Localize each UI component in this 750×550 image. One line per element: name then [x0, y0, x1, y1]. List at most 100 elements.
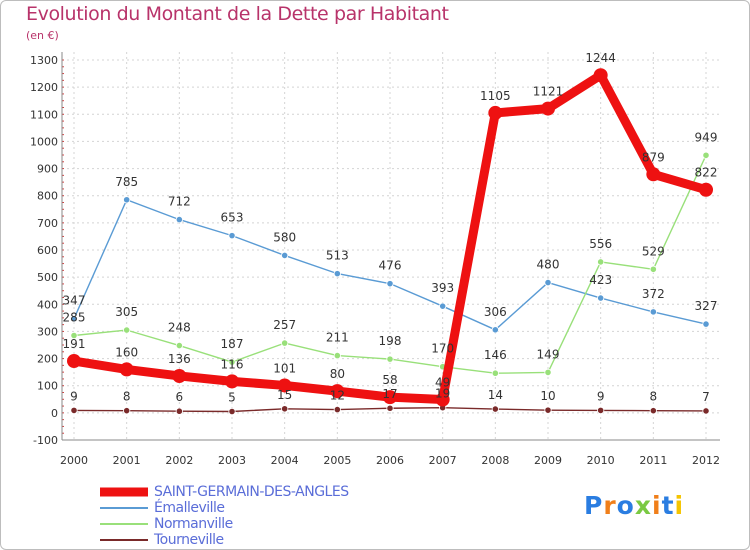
x-tick-label: 2009	[534, 454, 562, 467]
data-point	[175, 407, 183, 415]
chart-subtitle: (en €)	[26, 29, 59, 42]
legend-label: Émalleville	[154, 500, 225, 516]
data-label: 12	[330, 389, 345, 403]
data-point	[544, 278, 552, 287]
data-point	[123, 326, 131, 334]
data-point	[649, 265, 657, 273]
data-label: 15	[277, 388, 292, 402]
y-tick-label: 500	[37, 271, 58, 284]
data-label: 9	[70, 389, 78, 403]
data-label: 1244	[585, 51, 616, 65]
data-label: 19	[435, 387, 450, 401]
x-tick-label: 2000	[60, 454, 88, 467]
data-label: 529	[642, 244, 665, 258]
legend-label: Tourneville	[154, 532, 224, 548]
data-label: 305	[115, 305, 138, 319]
legend-swatch-emalleville	[100, 507, 148, 509]
data-label: 822	[695, 166, 718, 180]
data-label: 198	[379, 334, 402, 348]
y-tick-label: -100	[33, 434, 58, 447]
data-label: 58	[382, 373, 397, 387]
logo-letter: i	[652, 491, 662, 520]
data-point	[333, 405, 341, 414]
data-point	[646, 167, 661, 182]
logo-letter: r	[603, 491, 617, 520]
y-tick-label: 1100	[30, 108, 58, 121]
data-label: 257	[273, 318, 296, 332]
data-point	[228, 358, 236, 366]
data-label: 5	[228, 391, 236, 405]
data-point	[70, 331, 78, 340]
y-tick-label: 800	[37, 190, 58, 203]
x-tick-label: 2005	[323, 454, 351, 467]
data-label: 423	[589, 273, 612, 287]
data-point	[597, 406, 605, 415]
data-label: 248	[168, 321, 191, 335]
data-point	[281, 405, 289, 413]
data-label: 6	[176, 390, 184, 404]
data-label: 480	[537, 258, 560, 272]
data-point	[491, 369, 499, 377]
data-label: 146	[484, 348, 507, 362]
x-tick-label: 2008	[481, 454, 509, 467]
legend-item-normanville: Normanville	[98, 516, 349, 532]
data-point	[702, 320, 710, 328]
x-tick-label: 2007	[429, 454, 457, 467]
chart-title: Evolution du Montant de la Dette par Hab…	[26, 3, 449, 25]
data-label: 712	[168, 195, 191, 209]
data-label: 306	[484, 305, 507, 319]
data-point	[70, 406, 78, 415]
data-point	[67, 354, 81, 369]
legend-swatch-saint-germain	[100, 487, 148, 497]
data-label: 10	[540, 389, 555, 403]
data-label: 49	[435, 376, 450, 390]
data-point	[597, 294, 605, 302]
y-tick-label: 0	[51, 407, 58, 420]
legend: SAINT-GERMAIN-DES-ANGLES Émalleville Nor…	[98, 484, 349, 548]
data-point	[175, 341, 183, 350]
data-point	[699, 182, 713, 197]
legend-label: SAINT-GERMAIN-DES-ANGLES	[154, 484, 349, 500]
x-tick-label: 2004	[271, 454, 299, 467]
data-label: 187	[221, 337, 244, 351]
y-tick-label: 100	[37, 380, 58, 393]
data-point	[333, 270, 341, 278]
data-point	[544, 406, 552, 414]
data-label: 327	[695, 299, 718, 313]
data-label: 191	[63, 337, 86, 351]
legend-swatch-normanville	[100, 523, 148, 525]
data-label: 7	[702, 390, 710, 404]
data-point	[491, 326, 499, 334]
data-label: 8	[650, 390, 658, 404]
data-point	[386, 280, 394, 288]
data-point	[702, 407, 710, 415]
data-point	[649, 308, 657, 316]
y-tick-label: 700	[37, 217, 58, 230]
data-label: 580	[273, 230, 296, 244]
data-point	[228, 232, 236, 240]
data-label: 556	[589, 237, 612, 251]
data-point	[593, 68, 608, 83]
data-label: 476	[379, 259, 402, 273]
data-label: 9	[597, 389, 605, 403]
data-point	[649, 407, 657, 415]
data-point	[488, 105, 503, 120]
data-point	[277, 378, 292, 393]
proxiti-logo: Proxiti	[584, 491, 684, 520]
y-tick-label: 400	[37, 298, 58, 311]
data-label: 17	[382, 387, 397, 401]
y-tick-label: 300	[37, 325, 58, 338]
logo-letter: P	[584, 491, 604, 520]
x-tick-label: 2011	[639, 454, 667, 467]
data-label: 116	[221, 357, 244, 371]
legend-item-saint-germain: SAINT-GERMAIN-DES-ANGLES	[98, 484, 349, 500]
data-label: 372	[642, 287, 665, 301]
data-label: 160	[115, 345, 138, 359]
data-point	[541, 101, 555, 116]
data-label: 1105	[480, 89, 511, 103]
x-tick-label: 2006	[376, 454, 404, 467]
data-point	[330, 384, 345, 399]
logo-letter: t	[661, 491, 675, 520]
data-label: 513	[326, 249, 349, 263]
